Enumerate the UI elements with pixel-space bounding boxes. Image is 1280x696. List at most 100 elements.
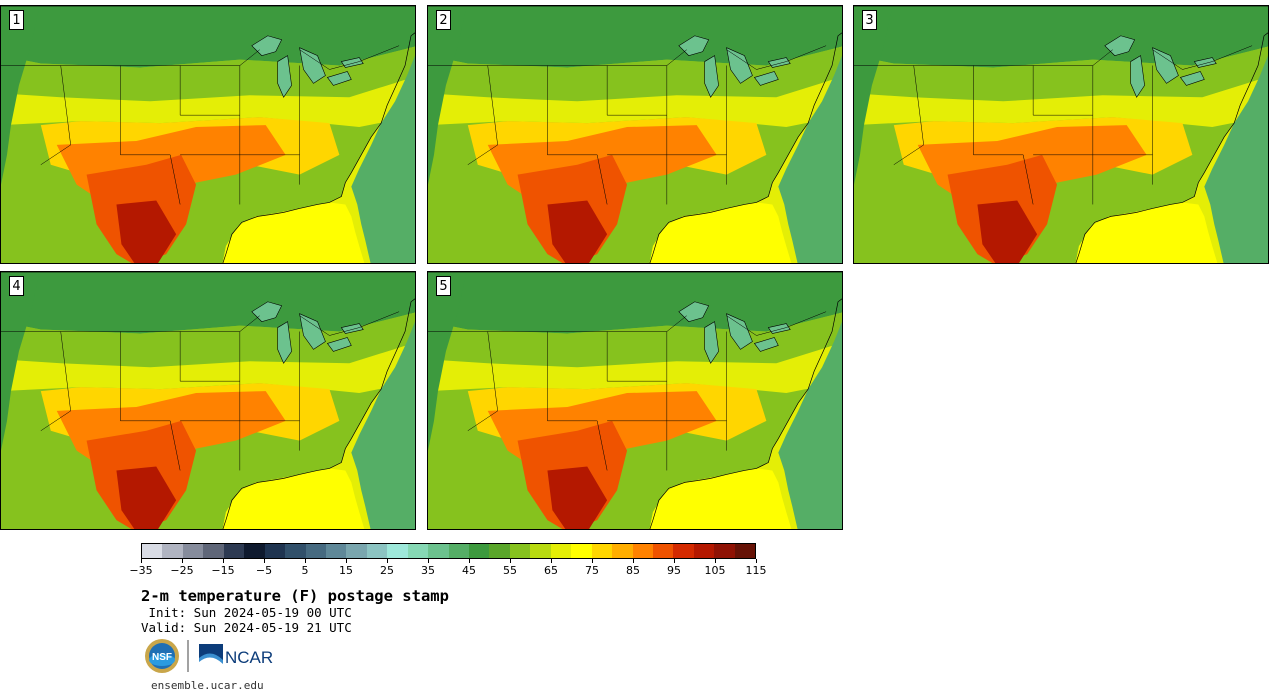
coastline: [428, 6, 842, 263]
great-lake: [277, 55, 292, 98]
temperature-band: [428, 76, 842, 128]
colorbar-swatch: [285, 544, 306, 558]
colorbar-tick: [223, 559, 224, 563]
colorbar-swatch: [366, 544, 388, 558]
colorbar-swatch: [264, 544, 286, 558]
coastline: [1, 6, 415, 263]
temperature-band: [116, 466, 177, 529]
temperature-band: [854, 76, 1268, 128]
colorbar-tick-label: −15: [211, 564, 235, 577]
great-lake: [251, 35, 283, 56]
colorbar-swatch: [305, 544, 326, 558]
great-lake: [1179, 71, 1205, 86]
colorbar-tick-label: 115: [745, 564, 767, 577]
ocean-region: [649, 202, 792, 263]
colorbar-ticks: −35 −25 −15 −5 5 15 25 35 45 55 65 75 85 95 105 115: [129, 559, 767, 579]
temperature-band: [1, 272, 415, 334]
coastline: [854, 6, 1268, 263]
temperature-band: [428, 6, 842, 68]
temperature-band: [854, 46, 1268, 102]
colorbar-swatch: [325, 544, 347, 558]
colorbar-tick: [592, 559, 593, 563]
temperature-band: [428, 46, 842, 102]
colorbar-swatch: [448, 544, 469, 558]
temperature-band: [1, 46, 415, 102]
ocean-region: [1, 6, 40, 185]
great-lake: [326, 71, 352, 86]
colorbar-tick-label: 85: [626, 564, 640, 577]
temperature-band: [854, 6, 1268, 68]
map-panel-2: 2: [427, 5, 843, 264]
colorbar-swatch: [142, 544, 163, 558]
temperature-map: [854, 6, 1268, 263]
great-lake: [726, 313, 753, 350]
colorbar-tick-label: 15: [339, 564, 353, 577]
website-url: ensemble.ucar.edu: [151, 679, 264, 692]
colorbar-tick: [510, 559, 511, 563]
colorbar-swatch: [346, 544, 367, 558]
colorbar-swatch: [162, 544, 183, 558]
state-borders: [854, 45, 1253, 205]
svg-text:NCAR: NCAR: [225, 648, 273, 667]
colorbar-swatch: [530, 544, 551, 558]
colorbar-tick-label: 95: [667, 564, 681, 577]
colorbar-swatch: [714, 544, 735, 558]
great-lake: [299, 47, 326, 84]
great-lake: [1104, 35, 1136, 56]
colorbar-tick-label: −25: [170, 564, 194, 577]
panel-number-label: 3: [862, 10, 877, 30]
colorbar-swatch: [469, 544, 490, 558]
temperature-band: [547, 200, 608, 263]
great-lake: [326, 337, 352, 352]
colorbar-swatch: [428, 544, 449, 558]
map-panel-5: 5: [427, 271, 843, 530]
ocean-region: [222, 202, 365, 263]
map-panel-4: 4: [0, 271, 416, 530]
temperature-band: [428, 342, 842, 394]
colorbar-tick-label: 45: [462, 564, 476, 577]
colorbar-swatch: [387, 544, 408, 558]
nsf-logo: NSF: [145, 639, 179, 673]
great-lake: [1130, 55, 1145, 98]
great-lake: [753, 337, 779, 352]
temperature-colorbar: [141, 543, 756, 559]
ocean-region: [428, 272, 467, 451]
colorbar-tick: [346, 559, 347, 563]
colorbar-swatch: [407, 544, 429, 558]
map-panel-1: 1: [0, 5, 416, 264]
colorbar-swatch: [182, 544, 204, 558]
great-lake: [704, 321, 719, 364]
ocean-region: [1, 272, 40, 451]
great-lake: [1152, 47, 1179, 84]
great-lake: [277, 321, 292, 364]
colorbar-swatch: [612, 544, 633, 558]
init-time: Init: Sun 2024-05-19 00 UTC: [141, 605, 352, 620]
colorbar-swatch: [223, 544, 245, 558]
ocean-region: [351, 321, 415, 529]
colorbar-tick-label: 75: [585, 564, 599, 577]
colorbar-swatch: [489, 544, 510, 558]
ocean-region: [428, 6, 467, 185]
colorbar-swatch: [509, 544, 531, 558]
panel-number-label: 2: [436, 10, 451, 30]
ocean-region: [649, 468, 792, 529]
colorbar-tick: [756, 559, 757, 563]
colorbar-swatch: [203, 544, 224, 558]
colorbar-tick-label: 55: [503, 564, 517, 577]
colorbar-swatch: [571, 544, 592, 558]
colorbar-tick: [633, 559, 634, 563]
temperature-map: [1, 6, 415, 263]
valid-time: Valid: Sun 2024-05-19 21 UTC: [141, 620, 352, 635]
ocean-region: [778, 55, 842, 263]
map-panel-3: 3: [853, 5, 1269, 264]
colorbar-tick: [674, 559, 675, 563]
state-borders: [1, 311, 400, 471]
great-lake: [299, 313, 326, 350]
colorbar-tick: [182, 559, 183, 563]
colorbar-tick-label: 65: [544, 564, 558, 577]
svg-text:NSF: NSF: [152, 652, 172, 663]
colorbar-tick: [387, 559, 388, 563]
temperature-band: [1, 76, 415, 128]
temperature-map: [428, 6, 842, 263]
colorbar-tick: [428, 559, 429, 563]
